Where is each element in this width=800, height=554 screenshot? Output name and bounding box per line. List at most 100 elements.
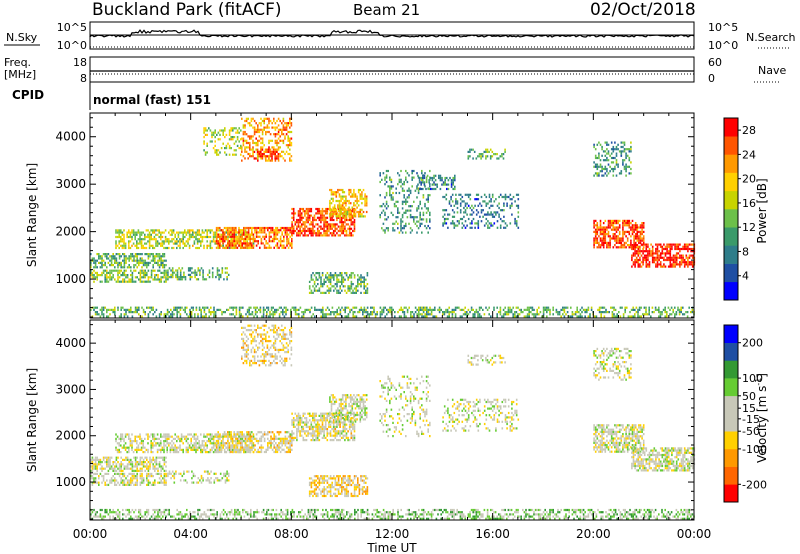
heatmap-cell (156, 229, 159, 232)
heatmap-cell (340, 227, 343, 230)
heatmap-cell (632, 247, 635, 251)
heatmap-cell (179, 271, 182, 274)
heatmap-cell (210, 313, 212, 316)
heatmap-cell (228, 153, 231, 156)
heatmap-cell (390, 194, 393, 197)
heatmap-cell (291, 242, 293, 245)
heatmap-cell (235, 517, 238, 520)
heatmap-cell (126, 274, 129, 277)
heatmap-cell (648, 261, 651, 264)
heatmap-cell (358, 311, 361, 314)
heatmap-cell (325, 291, 327, 294)
heatmap-cell (499, 306, 502, 309)
heatmap-cell (626, 237, 629, 240)
heatmap-cell (261, 128, 264, 131)
heatmap-cell (395, 205, 397, 208)
heatmap-cell (158, 229, 160, 232)
heatmap-cell (392, 198, 394, 201)
heatmap-cell (255, 235, 258, 238)
heatmap-cell (163, 253, 166, 256)
heatmap-cell (354, 306, 356, 309)
heatmap-cell (349, 191, 352, 194)
heatmap-cell (606, 244, 608, 247)
heatmap-cell (104, 280, 106, 283)
heatmap-cell (166, 308, 169, 311)
heatmap-cell (648, 308, 650, 311)
heatmap-cell (587, 308, 590, 311)
heatmap-cell (422, 315, 425, 318)
heatmap-cell (528, 311, 530, 314)
heatmap-cell (302, 234, 305, 237)
heatmap-cell (172, 231, 175, 234)
heatmap-cell (419, 202, 421, 206)
heatmap-cell (154, 517, 156, 520)
heatmap-cell (254, 306, 257, 309)
heatmap-cell (142, 244, 144, 247)
heatmap-cell (331, 214, 333, 217)
heatmap-cell (268, 117, 270, 120)
heatmap-cell (427, 196, 429, 199)
heatmap-cell (181, 278, 184, 281)
heatmap-cell (176, 278, 179, 281)
heatmap-cell (217, 233, 219, 236)
heatmap-cell (128, 517, 130, 520)
heatmap-cell (618, 219, 621, 222)
heatmap-cell (94, 264, 97, 267)
heatmap-cell (384, 306, 386, 309)
heatmap-cell (123, 242, 125, 245)
heatmap-cell (152, 313, 154, 316)
heatmap-cell (398, 315, 401, 318)
heatmap-cell (277, 137, 280, 140)
heatmap-cell (115, 231, 117, 234)
heatmap-cell (318, 274, 321, 277)
heatmap-cell (137, 231, 140, 234)
heatmap-cell (242, 141, 245, 145)
heatmap-cell (244, 146, 246, 149)
heatmap-cell (352, 234, 354, 237)
heatmap-cell (118, 231, 120, 234)
heatmap-cell (421, 218, 423, 221)
heatmap-cell (123, 308, 126, 311)
heatmap-cell (610, 222, 613, 225)
heatmap-cell (287, 240, 290, 243)
heatmap-cell (345, 274, 348, 277)
heatmap-cell (282, 513, 284, 516)
heatmap-cell (136, 246, 138, 250)
heatmap-cell (666, 315, 668, 318)
heatmap-cell (290, 141, 293, 145)
heatmap-cell (125, 508, 127, 512)
heatmap-cell (153, 238, 156, 241)
heatmap-cell (239, 229, 242, 232)
heatmap-cell (206, 231, 208, 234)
heatmap-cell (418, 187, 421, 191)
heatmap-cell (234, 315, 236, 318)
heatmap-cell (622, 237, 624, 240)
heatmap-cell (312, 218, 314, 222)
heatmap-cell (291, 237, 293, 241)
heatmap-cell (664, 254, 667, 257)
heatmap-cell (304, 221, 306, 224)
heatmap-cell (635, 250, 638, 253)
heatmap-cell (446, 315, 449, 318)
heatmap-cell (257, 130, 259, 134)
heatmap-cell (275, 517, 278, 520)
heatmap-cell (195, 271, 198, 274)
heatmap-cell (344, 285, 346, 288)
heatmap-cell (643, 243, 646, 246)
heatmap-cell (337, 274, 340, 277)
heatmap-cell (260, 148, 262, 151)
heatmap-cell (466, 313, 468, 316)
heatmap-cell (244, 235, 247, 238)
heatmap-cell (337, 215, 339, 218)
heatmap-cell (130, 266, 132, 269)
heatmap-cell (420, 181, 422, 184)
heatmap-cell (661, 247, 664, 251)
heatmap-cell (204, 127, 207, 130)
heatmap-cell (309, 311, 311, 314)
heatmap-cell (646, 313, 649, 316)
heatmap-cell (275, 237, 277, 241)
heatmap-cell (228, 242, 231, 245)
heatmap-cell (601, 148, 603, 151)
heatmap-cell (129, 246, 132, 250)
heatmap-cell (285, 311, 287, 314)
